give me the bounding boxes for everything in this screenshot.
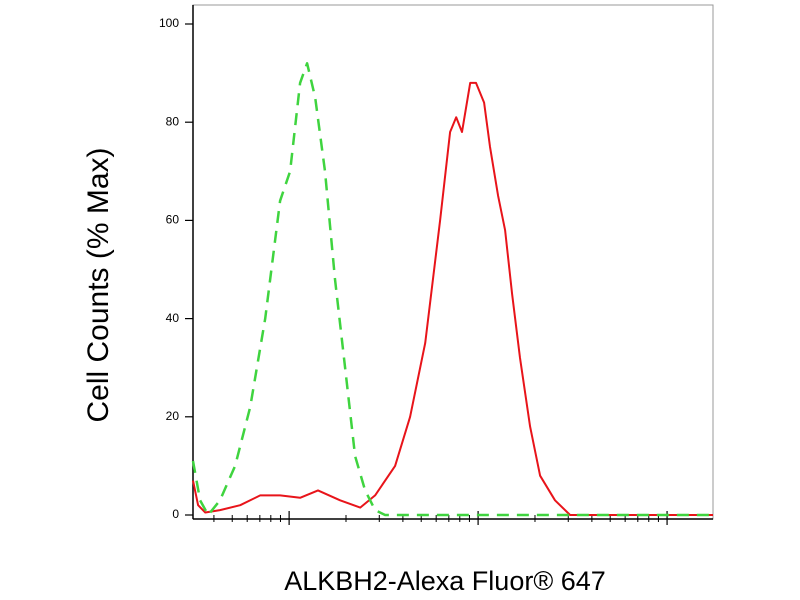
y-tick-label: 0 xyxy=(172,507,179,521)
series-line xyxy=(191,62,713,517)
y-tick-label: 60 xyxy=(166,213,180,227)
y-tick-label: 20 xyxy=(166,409,180,423)
y-tick-label: 100 xyxy=(159,16,179,30)
plot-frame xyxy=(192,4,714,520)
series-line xyxy=(192,81,713,516)
y-tick-label: 40 xyxy=(166,311,180,325)
y-tick-label: 80 xyxy=(166,114,180,128)
y-axis-label: Cell Counts (% Max) xyxy=(82,147,115,422)
x-axis-label: ALKBH2-Alexa Fluor® 647 xyxy=(284,566,606,596)
